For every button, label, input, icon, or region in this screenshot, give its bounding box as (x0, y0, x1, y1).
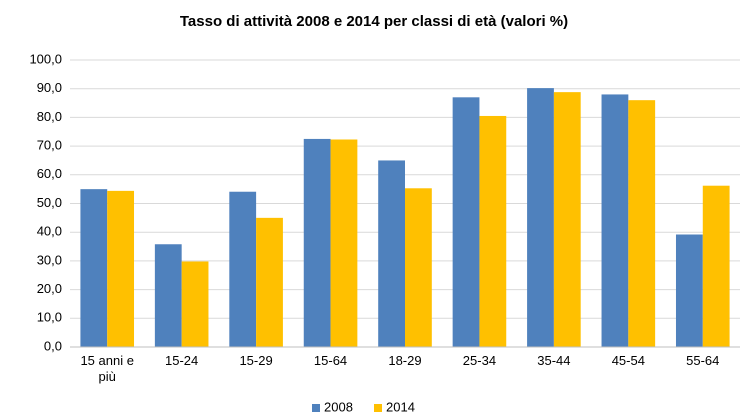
x-tick-label: 15-24 (165, 353, 199, 368)
x-tick-label: 18-29 (388, 353, 422, 368)
y-tick-label: 60,0 (37, 166, 62, 181)
chart-title: Tasso di attività 2008 e 2014 per classi… (180, 13, 568, 30)
y-tick-label: 80,0 (37, 109, 62, 124)
bar (80, 189, 108, 347)
y-tick-label: 100,0 (29, 51, 62, 66)
bar (405, 188, 432, 347)
x-tick-label-box: 15-64 (313, 353, 348, 368)
bar (479, 115, 507, 347)
y-tick-label: 30,0 (37, 252, 62, 267)
x-tick-label: 15-29 (239, 353, 273, 368)
x-tick-label-box: 15 anni e più (80, 353, 134, 384)
x-tick-label: 25-34 (462, 353, 497, 368)
x-tick-label: 45-54 (611, 353, 645, 368)
x-tick-label-box: 25-34 (462, 353, 497, 368)
y-tick-label: 90,0 (37, 80, 62, 95)
bar (702, 185, 730, 347)
x-tick-label-box: 15-29 (239, 353, 273, 368)
bar (675, 234, 703, 347)
bar (601, 94, 629, 347)
bar (553, 92, 581, 347)
x-tick-label-box: 45-54 (611, 353, 645, 368)
legend-label: 2008 (324, 399, 353, 414)
bar (181, 261, 209, 347)
legend-swatch (374, 404, 382, 412)
y-tick-label: 0,0 (44, 338, 62, 353)
y-tick-label: 40,0 (37, 224, 62, 239)
legend-swatch (312, 404, 320, 412)
bar (628, 100, 656, 348)
bar (452, 97, 480, 347)
x-tick-label-box: 18-29 (388, 353, 422, 368)
x-tick-label-box: 35-44 (537, 353, 571, 368)
x-tick-label-box: 55-64 (686, 353, 720, 368)
x-tick-label: 35-44 (537, 353, 571, 368)
x-tick-label-box: 15-24 (165, 353, 199, 368)
x-tick-label: 55-64 (686, 353, 720, 368)
bar (107, 190, 135, 347)
y-tick-label: 20,0 (37, 281, 62, 296)
bar (229, 191, 257, 347)
y-tick-label: 70,0 (37, 138, 62, 153)
bar (378, 160, 405, 347)
bar (154, 244, 182, 347)
x-tick-label: 15 anni e più (80, 353, 134, 384)
bar (303, 138, 331, 347)
bar (256, 217, 283, 347)
x-tick-label: 15-64 (313, 353, 348, 368)
y-tick-label: 50,0 (37, 195, 62, 210)
bar (527, 88, 554, 347)
legend-label: 2014 (386, 399, 415, 414)
y-tick-label: 10,0 (37, 310, 62, 325)
bar (330, 139, 358, 347)
